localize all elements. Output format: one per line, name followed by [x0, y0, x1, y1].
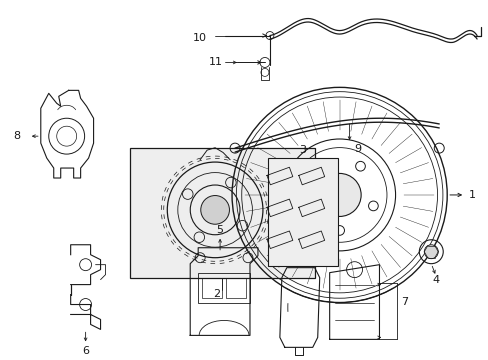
Bar [202, 278, 222, 298]
Text: 9: 9 [354, 144, 361, 154]
Bar [267, 158, 337, 266]
Bar [225, 278, 245, 298]
Circle shape [424, 245, 437, 259]
Text: 4: 4 [432, 275, 439, 285]
Text: 10: 10 [193, 32, 207, 42]
Text: 6: 6 [82, 346, 89, 356]
Bar [198, 273, 249, 302]
Text: 7: 7 [401, 297, 407, 306]
Text: 2: 2 [213, 289, 220, 298]
Text: 11: 11 [209, 58, 223, 67]
Text: 5: 5 [216, 225, 223, 235]
Circle shape [201, 195, 229, 224]
Text: 8: 8 [14, 131, 21, 141]
Text: 3: 3 [299, 145, 305, 155]
Bar [130, 148, 314, 278]
Circle shape [318, 174, 361, 216]
Text: 1: 1 [468, 190, 475, 200]
